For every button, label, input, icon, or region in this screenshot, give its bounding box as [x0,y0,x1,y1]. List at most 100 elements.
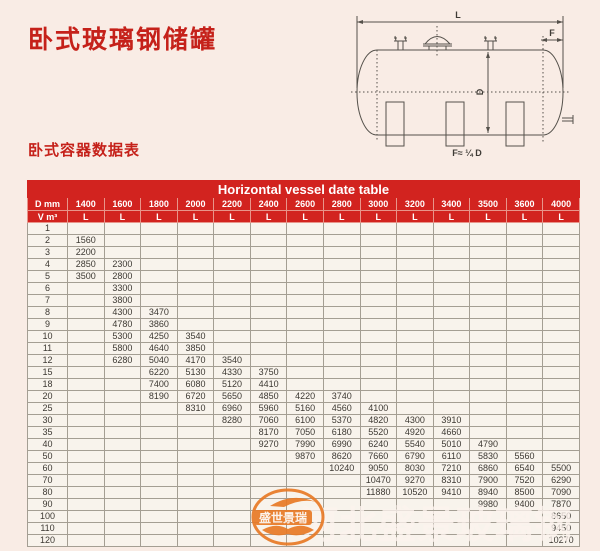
length-cell [67,462,105,475]
length-cell: 3740 [322,390,361,403]
length-cell [359,330,398,343]
length-cell: 5160 [286,402,324,415]
volume-cell: 50 [27,450,68,463]
length-cell: 9400 [505,498,544,511]
dim-formula-label: F≈ ¼ D [452,148,482,158]
length-cell: 4640 [140,342,178,355]
length-cell [249,330,288,343]
length-cell [505,294,544,307]
length-cell [286,318,324,331]
volume-cell: 18 [27,378,68,391]
length-cell [249,222,288,235]
length-cell: 3910 [432,414,471,427]
length-cell [103,534,142,547]
length-cell: 8170 [249,426,288,439]
length-cell: 3800 [103,294,142,307]
table-row: 15 6220 5130 4330 3750 [27,366,580,379]
length-cell [359,390,398,403]
length-cell: 3540 [176,330,215,343]
length-cell: 1560 [67,234,105,247]
length-cell [67,222,105,235]
length-cell [322,294,361,307]
vessel-drawing-svg: L F D F≈ ¼ D [351,10,574,158]
length-cell [176,258,215,271]
length-cell [359,342,398,355]
length-cell [140,282,178,295]
length-cell [322,354,361,367]
length-cell [322,282,361,295]
length-cell [249,306,288,319]
length-cell [469,378,507,391]
length-cell [67,414,105,427]
table-row: 40 9270 7990 6990 6240 5540 5010 4790 [27,438,580,451]
dim-front-label: F [549,28,555,38]
length-cell: 5650 [213,390,251,403]
length-cell [505,414,544,427]
length-cell [176,534,215,547]
length-cell [469,234,507,247]
diameter-header-cell: 1400 [67,197,105,211]
length-cell [286,246,324,259]
length-cell [140,498,178,511]
table-row: 70 10470 9270 8310 7900 7520 6290 [27,474,580,487]
diameter-header-cell: 2600 [286,197,324,211]
length-cell [542,258,580,271]
length-cell [542,270,580,283]
length-cell [67,366,105,379]
table-row: 60 10240 9050 8030 7210 6860 6540 5500 [27,462,580,475]
length-cell [249,270,288,283]
length-cell [286,258,324,271]
volume-cell: 4 [27,258,68,271]
length-cell [432,330,471,343]
length-cell: 9450 [542,522,580,535]
length-cell [542,354,580,367]
table-row: 80 11880 10520 9410 8940 8500 7090 [27,486,580,499]
length-cell [396,234,434,247]
length-cell [286,462,324,475]
length-cell: 5560 [505,450,544,463]
length-cell: 6180 [322,426,361,439]
length-cell [505,234,544,247]
length-cell [67,390,105,403]
diameter-header-cell: 2400 [249,197,288,211]
length-cell: 8280 [213,414,251,427]
length-cell [542,366,580,379]
length-cell [103,486,142,499]
watermark-logo-text: 盛世景瑞 [259,510,307,525]
length-cell: 4780 [103,318,142,331]
length-cell [432,402,471,415]
table-row: 5 3500 2800 [27,270,580,283]
length-cell [176,510,215,523]
unit-header-cell: L [432,210,471,223]
length-cell [67,378,105,391]
diameter-header-cell: 3000 [359,197,398,211]
length-cell: 3500 [67,270,105,283]
length-cell [249,234,288,247]
volume-cell: 10 [27,330,68,343]
length-cell [67,426,105,439]
length-cell [432,510,471,523]
length-cell [67,498,105,511]
table-row: 11 5800 4640 3850 [27,342,580,355]
length-cell: 2800 [103,270,142,283]
diameter-header-cell: 3400 [432,197,471,211]
length-cell [67,510,105,523]
table-row: 4 2850 2300 [27,258,580,271]
length-cell [469,342,507,355]
length-cell [213,258,251,271]
length-cell: 9270 [396,474,434,487]
length-cell [176,414,215,427]
length-cell [322,378,361,391]
length-cell [322,246,361,259]
length-cell [505,246,544,259]
length-cell [249,354,288,367]
length-cell: 4850 [249,390,288,403]
length-cell [432,222,471,235]
diameter-header-cell: 3500 [469,197,507,211]
length-cell [542,246,580,259]
length-cell [432,270,471,283]
dim-length-label: L [455,10,461,20]
length-cell [213,246,251,259]
length-cell [396,498,434,511]
length-cell [542,318,580,331]
